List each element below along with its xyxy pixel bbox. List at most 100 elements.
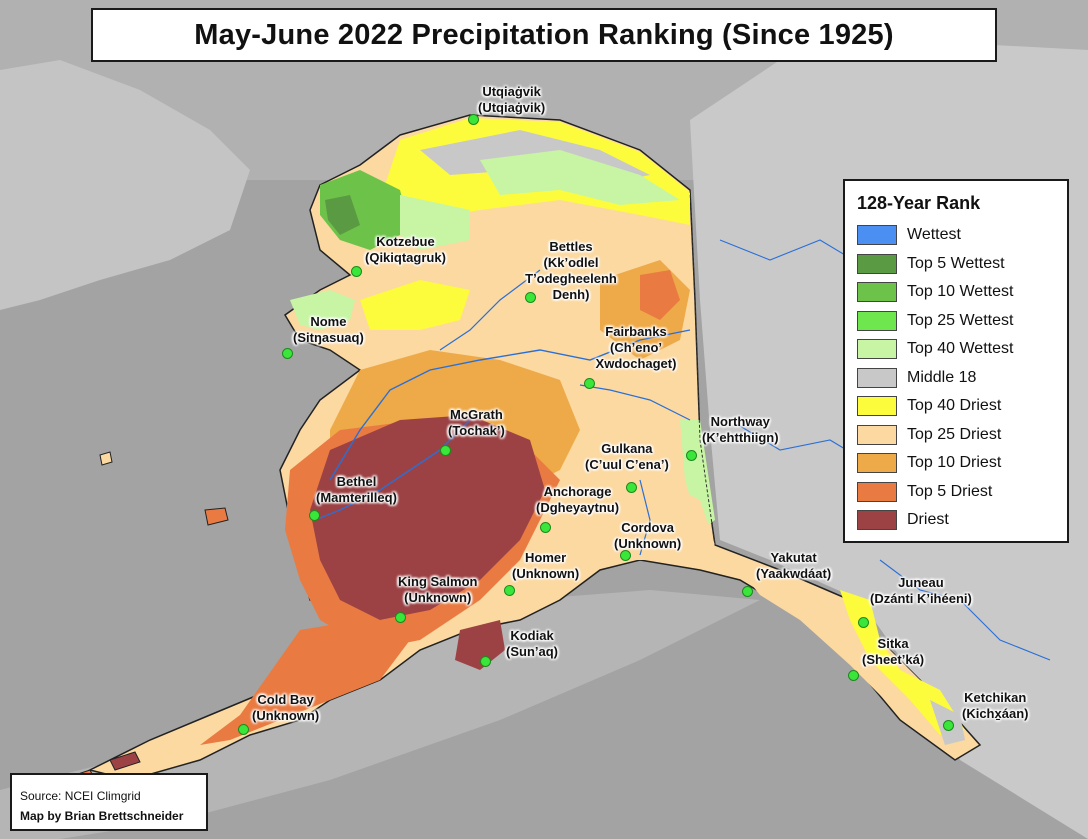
city-label-northway: Northway (K’ehtthiign): [702, 414, 779, 446]
city-native-name: (Sitŋasuaq): [293, 330, 364, 345]
city-name: Cold Bay: [257, 692, 314, 707]
city-name: Cordova: [621, 520, 674, 535]
city-marker-bethel[interactable]: [309, 510, 320, 521]
legend-item: Top 10 Wettest: [857, 278, 1067, 307]
legend-items: Wettest Top 5 Wettest Top 10 Wettest Top 25…: [857, 221, 1067, 535]
canada-border: [689, 189, 716, 546]
legend-item: Top 40 Driest: [857, 392, 1067, 421]
copper-river: [639, 479, 651, 556]
legend-swatch: [857, 396, 897, 417]
koyukuk-river: [439, 269, 541, 351]
city-native-name: (Dzánti K’ihéeni): [870, 591, 972, 606]
city-marker-gulkana[interactable]: [626, 482, 637, 493]
legend-swatch: [857, 339, 897, 360]
legend-label: Wettest: [907, 226, 961, 244]
legend-item: Top 5 Wettest: [857, 250, 1067, 279]
peninsula-top5-driest: [200, 620, 410, 745]
legend-label: Top 5 Driest: [907, 482, 993, 500]
city-name: Bethel: [336, 474, 377, 489]
city-native-name: (K’ehtthiign): [702, 430, 779, 445]
legend: 128-Year Rank Wettest Top 5 Wettest Top 10…: [843, 179, 1069, 543]
city-marker-king-salmon[interactable]: [395, 612, 406, 623]
city-label-juneau: Juneau (Dzánti K’ihéeni): [870, 575, 972, 607]
tanana-river: [579, 384, 691, 421]
city-marker-kotzebue[interactable]: [351, 266, 362, 277]
city-marker-cold-bay[interactable]: [238, 724, 249, 735]
city-name: Homer: [524, 550, 567, 565]
legend-title: 128-Year Rank: [857, 193, 981, 213]
city-marker-utqiagvik[interactable]: [468, 114, 479, 125]
city-label-cordova: Cordova (Unknown): [614, 520, 681, 552]
city-name: Gulkana: [601, 441, 653, 456]
city-native-name: (Utqiaġvik): [478, 100, 546, 115]
city-name: Bettles: [549, 239, 593, 254]
city-marker-anchorage[interactable]: [540, 522, 551, 533]
city-marker-mcgrath[interactable]: [440, 445, 451, 456]
city-native-name: (Kk’odlel T’odegheelenh Denh): [525, 255, 617, 302]
legend-swatch: [857, 310, 897, 331]
legend-swatch: [857, 282, 897, 303]
kodiak-driest: [455, 620, 505, 670]
city-native-name: (C’uul C’ena’): [585, 457, 669, 472]
city-label-yakutat: Yakutat (Yaakwdáat): [756, 550, 831, 582]
city-name: Nome: [310, 314, 347, 329]
city-label-nome: Nome (Sitŋasuaq): [293, 314, 364, 346]
bering-island: [99, 451, 113, 466]
city-native-name: (Sheet’ká): [862, 652, 925, 667]
city-native-name: (Unknown): [614, 536, 682, 551]
city-label-ketchikan: Ketchikan (Kichx̱áan): [962, 690, 1028, 722]
legend-item: Top 25 Wettest: [857, 307, 1067, 336]
city-label-bethel: Bethel (Mamterilleq): [316, 474, 397, 506]
city-marker-kodiak[interactable]: [480, 656, 491, 667]
city-native-name: (Mamterilleq): [316, 490, 397, 505]
legend-item: Top 10 Driest: [857, 449, 1067, 478]
city-marker-northway[interactable]: [686, 450, 697, 461]
city-native-name: (Dgheyaytnu): [536, 500, 620, 515]
city-marker-ketchikan[interactable]: [943, 720, 954, 731]
interior-top5-driest-east: [640, 270, 680, 320]
legend-item: Top 5 Driest: [857, 478, 1067, 507]
northwest-green-top5: [325, 195, 360, 235]
city-label-homer: Homer (Unknown): [512, 550, 579, 582]
legend-label: Driest: [907, 511, 949, 529]
legend-label: Middle 18: [907, 368, 977, 386]
city-name: Kodiak: [510, 628, 554, 643]
map-title-box: May-June 2022 Precipitation Ranking (Sin…: [91, 8, 997, 62]
city-name: Kotzebue: [376, 234, 435, 249]
credit-source: Source: NCEI Climgrid: [20, 789, 141, 803]
southwest-driest: [310, 415, 545, 620]
southcentral-top25-driest: [560, 470, 715, 560]
legend-swatch: [857, 481, 897, 502]
city-name: Northway: [710, 414, 770, 429]
city-native-name: (Sun’aq): [506, 644, 558, 659]
city-marker-bettles[interactable]: [525, 292, 536, 303]
legend-swatch: [857, 225, 897, 246]
legend-item: Top 40 Wettest: [857, 335, 1067, 364]
city-native-name: (Unknown): [512, 566, 580, 581]
city-marker-nome[interactable]: [282, 348, 293, 359]
legend-swatch: [857, 367, 897, 388]
map-title: May-June 2022 Precipitation Ranking (Sin…: [194, 18, 894, 51]
city-name: Anchorage: [543, 484, 612, 499]
northwest-lightgreen: [400, 195, 470, 250]
city-marker-yakutat[interactable]: [742, 586, 753, 597]
legend-item: Top 25 Driest: [857, 421, 1067, 450]
city-label-sitka: Sitka (Sheet’ká): [862, 636, 924, 668]
city-marker-fairbanks[interactable]: [584, 378, 595, 389]
city-name: Yakutat: [770, 550, 817, 565]
city-marker-juneau[interactable]: [858, 617, 869, 628]
city-label-king-salmon: King Salmon (Unknown): [398, 574, 477, 606]
city-name: Fairbanks: [605, 324, 667, 339]
east-lightgreen-strip: [680, 420, 715, 530]
city-marker-cordova[interactable]: [620, 550, 631, 561]
credit-box: Source: NCEI Climgrid Map by Brian Brett…: [10, 773, 208, 831]
legend-label: Top 25 Wettest: [907, 311, 1014, 329]
seward-lightgreen: [290, 290, 355, 330]
legend-label: Top 10 Driest: [907, 454, 1002, 472]
city-marker-homer[interactable]: [504, 585, 515, 596]
legend-swatch: [857, 424, 897, 445]
north-slope-lightgreen: [480, 150, 680, 205]
city-name: Ketchikan: [964, 690, 1027, 705]
city-marker-sitka[interactable]: [848, 670, 859, 681]
aleutian-island-3: [109, 751, 141, 771]
